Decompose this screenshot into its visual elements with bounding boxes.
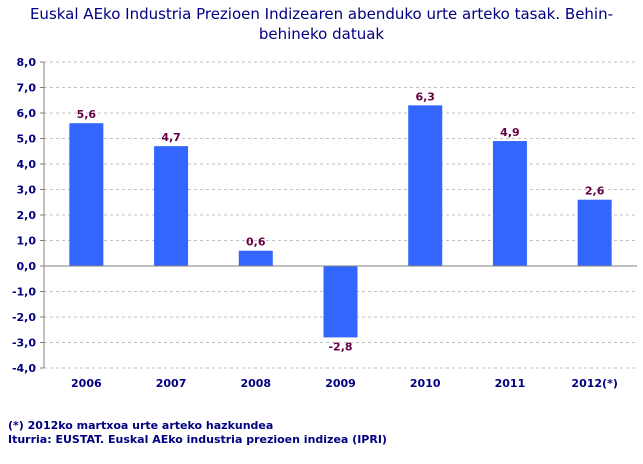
data-label: 4,7 bbox=[161, 131, 181, 144]
data-label: 2,6 bbox=[585, 185, 605, 198]
data-label: 4,9 bbox=[500, 126, 520, 139]
y-tick-label: 1,0 bbox=[17, 235, 37, 248]
source-note: Iturria: EUSTAT. Euskal AEko industria p… bbox=[8, 433, 387, 446]
data-label: 6,3 bbox=[415, 90, 435, 103]
x-tick-label: 2011 bbox=[495, 377, 526, 390]
bar-2008 bbox=[238, 250, 273, 266]
x-tick-label: 2010 bbox=[410, 377, 441, 390]
y-tick-label: 4,0 bbox=[17, 158, 37, 171]
chart-title: Euskal AEko Industria Prezioen Indizeare… bbox=[29, 5, 614, 43]
y-tick-label: -1,0 bbox=[12, 286, 36, 299]
y-tick-label: 3,0 bbox=[17, 184, 37, 197]
y-tick-label: -4,0 bbox=[12, 362, 36, 375]
y-tick-label: 8,0 bbox=[17, 56, 37, 69]
data-label: 0,6 bbox=[246, 236, 266, 249]
x-tick-label: 2006 bbox=[71, 377, 102, 390]
x-tick-label: 2007 bbox=[156, 377, 187, 390]
y-tick-label: -2,0 bbox=[12, 311, 36, 324]
y-tick-label: 2,0 bbox=[17, 209, 37, 222]
x-tick-label: 2009 bbox=[325, 377, 356, 390]
bar-2006 bbox=[69, 123, 104, 266]
bar-2011 bbox=[492, 141, 527, 266]
bar-2012(*) bbox=[577, 199, 612, 266]
bar-2007 bbox=[154, 146, 189, 266]
footnote: (*) 2012ko martxoa urte arteko hazkundea bbox=[8, 419, 274, 432]
data-label: -2,8 bbox=[328, 340, 352, 353]
y-tick-label: 6,0 bbox=[17, 107, 37, 120]
bar-2009 bbox=[323, 266, 358, 338]
y-tick-label: -3,0 bbox=[12, 337, 36, 350]
x-tick-label: 2012(*) bbox=[571, 377, 617, 390]
y-tick-label: 5,0 bbox=[17, 133, 37, 146]
bar-2010 bbox=[408, 105, 443, 266]
y-tick-label: 0,0 bbox=[17, 260, 37, 273]
x-tick-label: 2008 bbox=[240, 377, 271, 390]
data-label: 5,6 bbox=[77, 108, 97, 121]
y-tick-label: 7,0 bbox=[17, 82, 37, 95]
